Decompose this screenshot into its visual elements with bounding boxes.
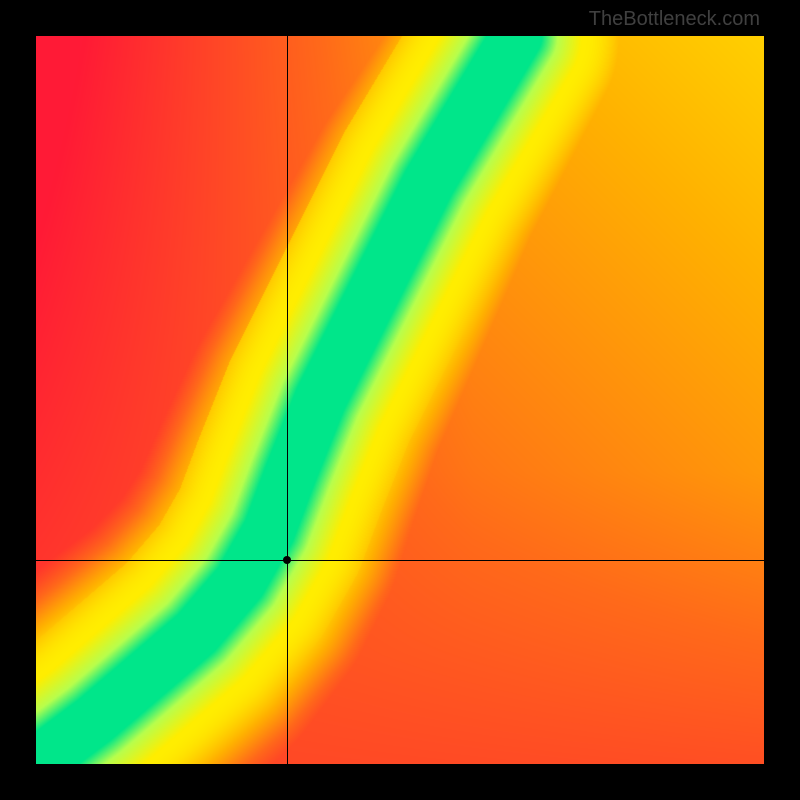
crosshair-vertical: [287, 36, 288, 764]
watermark-text: TheBottleneck.com: [589, 8, 760, 31]
crosshair-horizontal: [36, 560, 764, 561]
heatmap-plot: [36, 36, 764, 764]
heatmap-canvas: [36, 36, 764, 764]
marker-dot: [283, 556, 291, 564]
